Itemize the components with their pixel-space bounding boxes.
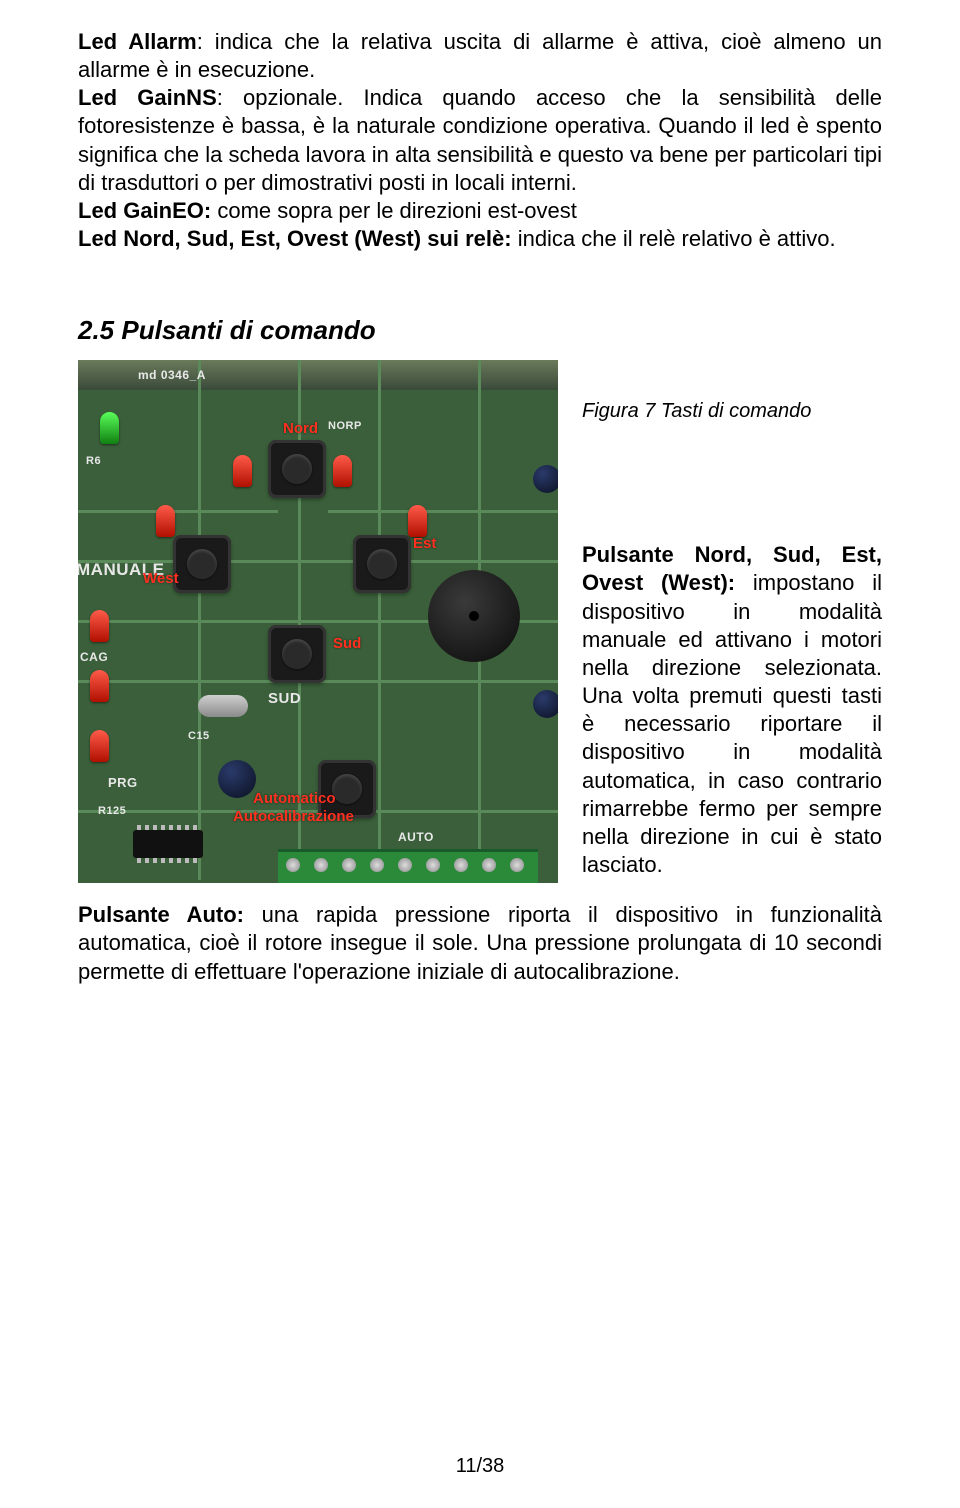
pcb-button-sud [268, 625, 326, 683]
pcb-led-red [90, 670, 109, 702]
pcb-annotation-label: Automatico [253, 790, 336, 807]
figure-right-column: Figura 7 Tasti di comando Pulsante Nord,… [582, 360, 882, 879]
pcb-silkscreen-label: R6 [86, 455, 101, 467]
pcb-silkscreen-label: NORP [328, 420, 362, 432]
paragraph-led-gainns: Led GainNS: opzionale. Indica quando acc… [78, 84, 882, 197]
label-pulsante-auto: Pulsante Auto: [78, 902, 244, 927]
pcb-silkscreen-label: PRG [108, 775, 138, 790]
paragraph-led-allarm: Led Allarm: indica che la relativa uscit… [78, 28, 882, 84]
label-led-gainns: Led GainNS [78, 85, 217, 110]
pcb-led-red [408, 505, 427, 537]
pcb-annotation-label: Est [413, 535, 436, 552]
page-number: 11/38 [0, 1455, 960, 1478]
text-pulsante-nsew: impostano il dispositivo in modalità man… [582, 570, 882, 877]
pcb-button-west [173, 535, 231, 593]
pcb-capacitor [533, 465, 558, 493]
figure-caption: Figura 7 Tasti di comando [582, 400, 882, 423]
pcb-led-red [90, 610, 109, 642]
pcb-silkscreen-label: md 0346_A [138, 368, 206, 382]
pcb-capacitor [533, 690, 558, 718]
pcb-chip [133, 830, 203, 858]
paragraph-pulsante-auto: Pulsante Auto: una rapida pressione ripo… [78, 901, 882, 985]
pcb-silkscreen-label: CAG [80, 650, 108, 664]
paragraph-led-gaineo: Led GainEO: come sopra per le direzioni … [78, 197, 882, 225]
pcb-figure: md 0346_AMANUALESUDPRGCAGR125C15R6NORPAU… [78, 360, 558, 883]
pcb-terminal-block [278, 849, 538, 883]
pcb-silkscreen-label: SUD [268, 690, 301, 707]
pcb-annotation-label: West [143, 570, 179, 587]
label-led-allarm: Led Allarm [78, 29, 197, 54]
pcb-annotation-label: Sud [333, 635, 361, 652]
text-led-nsew: indica che il relè relativo è attivo. [512, 226, 836, 251]
pcb-led-red [156, 505, 175, 537]
pcb-annotation-label: Autocalibrazione [233, 808, 354, 825]
pcb-trace [328, 510, 558, 513]
text-led-allarm: : indica che la relativa uscita di allar… [78, 29, 882, 82]
pcb-button-nord [268, 440, 326, 498]
figure-row: md 0346_AMANUALESUDPRGCAGR125C15R6NORPAU… [78, 360, 882, 883]
paragraph-pulsante-nsew: Pulsante Nord, Sud, Est, Ovest (West): i… [582, 541, 882, 879]
pcb-trace [198, 360, 201, 880]
pcb-trace [378, 360, 381, 880]
pcb-led-red [90, 730, 109, 762]
pcb-led-red [233, 455, 252, 487]
pcb-silkscreen-label: C15 [188, 730, 210, 742]
pcb-crystal [198, 695, 248, 717]
pcb-led-green [100, 412, 119, 444]
pcb-capacitor [218, 760, 256, 798]
text-led-gaineo: come sopra per le direzioni est-ovest [211, 198, 577, 223]
pcb-annotation-label: Nord [283, 420, 318, 437]
pcb-buzzer [428, 570, 520, 662]
label-led-gaineo: Led GainEO: [78, 198, 211, 223]
pcb-trace [78, 510, 278, 513]
pcb-button-est [353, 535, 411, 593]
pcb-silkscreen-label: R125 [98, 805, 126, 817]
label-led-nsew: Led Nord, Sud, Est, Ovest (West) sui rel… [78, 226, 512, 251]
paragraph-led-nsew: Led Nord, Sud, Est, Ovest (West) sui rel… [78, 225, 882, 253]
pcb-led-red [333, 455, 352, 487]
section-heading: 2.5 Pulsanti di comando [78, 315, 882, 346]
pcb-silkscreen-label: AUTO [398, 830, 434, 844]
